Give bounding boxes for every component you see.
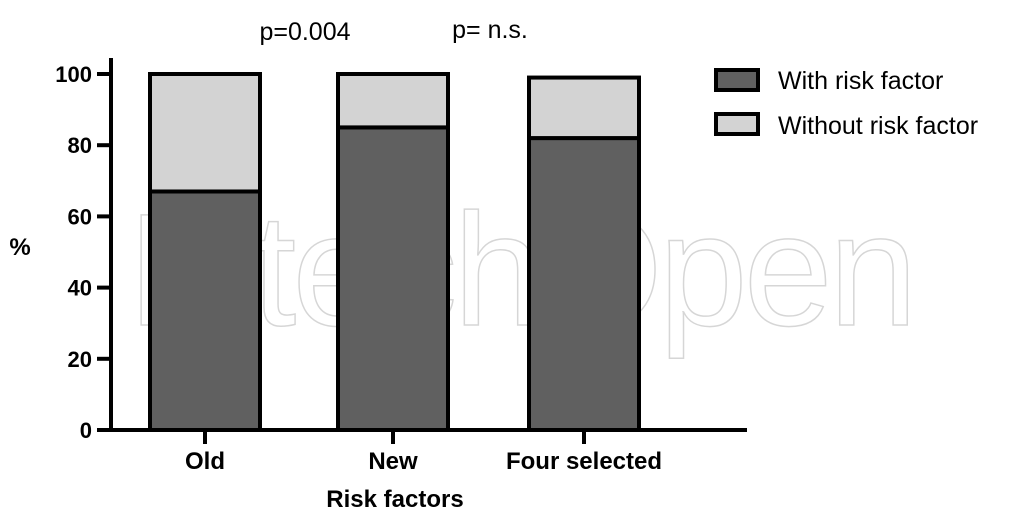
legend-swatch-without-risk-factor [714, 112, 760, 136]
bar-old-with-risk-factor [148, 189, 262, 432]
legend-label-with-risk-factor: With risk factor [778, 67, 943, 95]
p-value-annotation-old-new: p=0.004 [259, 18, 350, 46]
legend-label-without-risk-factor: Without risk factor [778, 112, 978, 140]
y-tick-label-60: 60 [68, 204, 92, 229]
x-ticks: Old New Four selected [185, 430, 662, 475]
x-tick-label-old: Old [185, 448, 225, 475]
y-tick-label-100: 100 [55, 62, 92, 87]
y-tick-label-40: 40 [68, 276, 92, 301]
p-value-annotation-new-four: p= n.s. [452, 16, 528, 44]
y-axis-label: % [9, 234, 30, 261]
y-tick-label-0: 0 [80, 418, 92, 443]
y-tick-label-80: 80 [68, 133, 92, 158]
legend: With risk factor Without risk factor [714, 67, 978, 140]
bar-new-without-risk-factor [336, 72, 450, 130]
bar-four-selected-without-risk-factor [527, 75, 641, 141]
x-tick-label-new: New [368, 448, 418, 475]
x-tick-label-four-selected: Four selected [506, 448, 662, 475]
bars-layer [148, 72, 641, 433]
bar-four-selected-with-risk-factor [527, 136, 641, 433]
x-axis-label: Risk factors [326, 486, 463, 513]
bar-new-with-risk-factor [336, 125, 450, 433]
legend-swatch-with-risk-factor [714, 68, 760, 92]
y-tick-label-20: 20 [68, 347, 92, 372]
bar-old-without-risk-factor [148, 72, 262, 194]
y-ticks: 0 20 40 60 80 100 [55, 62, 111, 443]
